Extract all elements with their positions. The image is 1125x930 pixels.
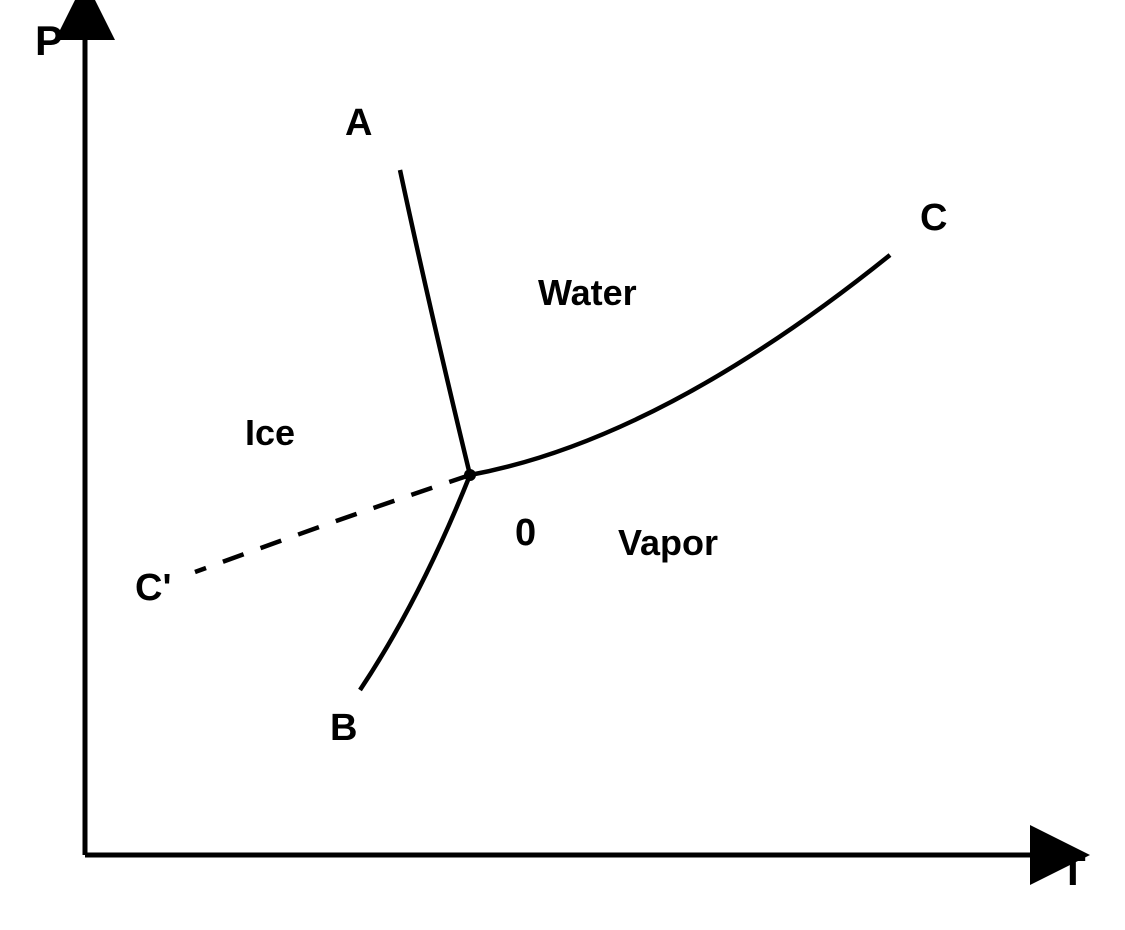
label-Cprime: C': [135, 567, 171, 609]
curve-OC: [470, 255, 890, 475]
triple-point-label: 0: [515, 512, 536, 554]
region-water: Water: [538, 272, 637, 313]
label-A: A: [345, 102, 372, 144]
diagram-svg: P T 0 A C B C' Ice Water Vapor: [0, 0, 1125, 925]
y-axis-label: P: [35, 17, 63, 64]
region-vapor: Vapor: [618, 522, 718, 563]
curve-OA: [400, 170, 470, 475]
region-ice: Ice: [245, 412, 295, 453]
x-axis-label: T: [1060, 847, 1086, 894]
label-C: C: [920, 197, 947, 239]
phase-diagram: P T 0 A C B C' Ice Water Vapor: [0, 0, 1125, 925]
curve-OCprime: [195, 475, 470, 572]
triple-point: [464, 469, 476, 481]
label-B: B: [330, 707, 357, 749]
